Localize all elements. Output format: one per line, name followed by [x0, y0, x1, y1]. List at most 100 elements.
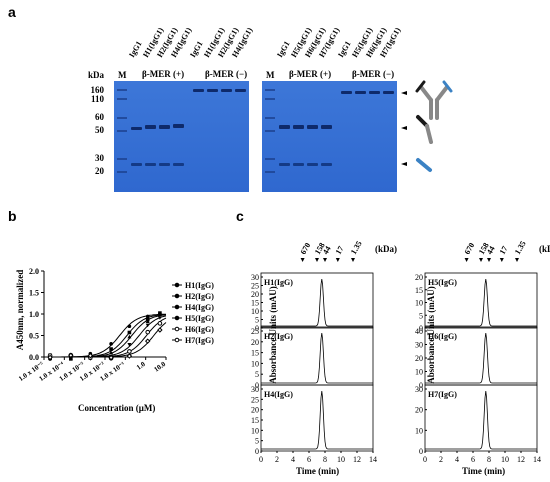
- chart-b-xlabel: Concentration (μM): [78, 403, 156, 413]
- legend-label: H2(IgG): [185, 292, 214, 301]
- gel-kda-title: kDa: [88, 70, 105, 80]
- light-chain-icon: [416, 158, 432, 172]
- y-tick-label: 0.5: [29, 332, 39, 341]
- chromatogram-trace: [425, 278, 537, 327]
- data-point: [145, 319, 150, 323]
- y-tick-label: 0: [419, 381, 423, 390]
- kda-marker-arrow: [487, 258, 491, 262]
- y-tick-label: 15: [415, 286, 423, 295]
- x-tick-label: 10: [337, 455, 345, 464]
- data-point: [68, 352, 74, 359]
- kda-marker-label: 670: [463, 241, 477, 256]
- data-point: [157, 312, 162, 316]
- chart-b-ylabel: A450nm, normalized: [15, 269, 25, 351]
- y-tick-label: 20: [415, 406, 423, 415]
- kda-marker-arrow: [300, 258, 305, 262]
- band-arrows: [401, 91, 407, 166]
- chromatogram-trace: [261, 278, 373, 327]
- y-tick-label: 20: [251, 290, 259, 299]
- data-point: [108, 354, 114, 361]
- x-tick-label: 2: [439, 455, 443, 464]
- group-label-plus: β-MER (+): [142, 69, 185, 79]
- y-tick-label: 15: [251, 416, 259, 425]
- y-tick-label: 0: [419, 447, 423, 456]
- y-tick-label: 2.0: [29, 267, 39, 276]
- kda-marker-arrow: [515, 258, 519, 262]
- y-tick-label: 5: [255, 437, 259, 446]
- data-point: [145, 329, 150, 335]
- chromatogram-frame: [260, 384, 374, 452]
- heavy-chain-bands: [131, 124, 184, 130]
- y-tick-label: 0: [419, 324, 423, 333]
- x-tick-label: 14: [533, 455, 541, 464]
- gel-right: [262, 81, 397, 192]
- x-tick-label: 10: [501, 455, 509, 464]
- chromatogram-trace: [261, 332, 373, 384]
- y-tick-label: 5: [255, 370, 259, 379]
- kda-unit-label: (kDa): [375, 244, 397, 254]
- marker-label: M: [118, 70, 127, 80]
- y-tick-label: 1.5: [29, 289, 39, 298]
- y-tick-label: 0: [255, 381, 259, 390]
- x-tick-label: 10.0: [153, 360, 168, 374]
- y-tick-label: 10: [251, 426, 259, 435]
- chromatogram-frame: [424, 384, 538, 452]
- y-tick-label: 20: [251, 338, 259, 347]
- y-tick-label: 30: [251, 385, 259, 394]
- y-tick-label: 10: [251, 307, 259, 316]
- sec-chromatograms: 67015844171.35(kDa)67015844171.35(kDa)05…: [251, 239, 550, 464]
- legend-marker: [174, 282, 180, 288]
- x-tick-label: 4: [455, 455, 459, 464]
- chart-c-ylabel-right: Absorbance Units (mAU): [426, 286, 436, 384]
- data-point: [157, 327, 163, 333]
- legend-marker: [174, 293, 180, 299]
- kda-marker-label: 17: [498, 245, 510, 256]
- kda-tick: 60: [95, 112, 104, 122]
- binding-curve: [44, 322, 167, 358]
- chromatogram-frame: [424, 272, 538, 329]
- panel-letter-b: b: [8, 208, 17, 224]
- panel-letter-c: c: [236, 208, 244, 224]
- data-point: [157, 316, 162, 320]
- kda-tick: 20: [95, 166, 104, 176]
- y-tick-label: 10: [415, 299, 423, 308]
- marker-label: M: [266, 70, 275, 80]
- data-point: [127, 334, 132, 339]
- y-tick-label: 10: [415, 368, 423, 377]
- x-tick-label: 12: [517, 455, 525, 464]
- kda-tick: 30: [95, 153, 104, 163]
- y-tick-label: 10: [415, 426, 423, 435]
- y-tick-label: 30: [251, 273, 259, 282]
- y-tick-label: 25: [251, 282, 259, 291]
- x-tick-label: 2: [275, 455, 279, 464]
- x-tick-label: 0: [423, 455, 427, 464]
- data-point: [127, 349, 132, 354]
- y-tick-label: 5: [419, 311, 423, 320]
- data-point: [126, 353, 133, 359]
- y-tick-label: 20: [415, 354, 423, 363]
- y-tick-label: 25: [251, 327, 259, 336]
- marker-bands: [117, 89, 127, 173]
- x-tick-label: 1.0: [135, 360, 147, 372]
- legend-label: H4(IgG): [185, 303, 214, 312]
- legend-marker: [174, 337, 180, 343]
- y-tick-label: 30: [415, 385, 423, 394]
- y-tick-label: 15: [251, 349, 259, 358]
- chart-c-xlabel-right: Time (min): [462, 466, 506, 476]
- y-tick-label: 0: [255, 447, 259, 456]
- data-point: [109, 347, 113, 351]
- chromatogram-label: H6(IgG): [428, 332, 457, 341]
- binding-curve-chart: 0.00.51.01.52.01.0 x 10⁻⁵1.0 x 10⁻⁴1.0 x…: [17, 267, 214, 383]
- panel-letter-a: a: [8, 4, 16, 20]
- kda-marker-label: 1.35: [349, 239, 364, 256]
- y-tick-label: 30: [415, 341, 423, 350]
- y-tick-label: 40: [415, 327, 423, 336]
- kda-marker-label: 44: [485, 245, 497, 256]
- data-point: [127, 343, 132, 347]
- data-point: [127, 324, 132, 329]
- y-tick-label: 1.0: [29, 310, 39, 319]
- kda-unit-label: (kDa): [539, 244, 550, 254]
- chromatogram-label: H4(IgG): [264, 390, 293, 399]
- kda-marker-label: 1.35: [513, 239, 528, 256]
- antibody-icon: [415, 80, 453, 120]
